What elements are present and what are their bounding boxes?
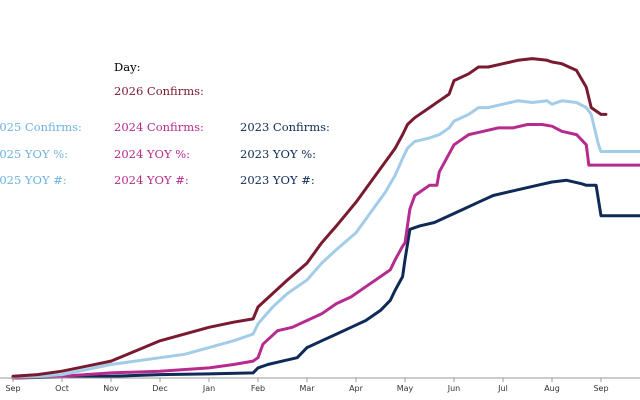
- x-tick-label: Apr: [349, 384, 364, 393]
- x-tick-label: Sep: [593, 384, 608, 393]
- tooltip-2024-yoy-num: 2024 YOY #:: [114, 173, 189, 187]
- tooltip-2026-confirms: 2026 Confirms:: [114, 84, 204, 98]
- tooltip-2023-confirms: 2023 Confirms:: [240, 120, 330, 134]
- tooltip-2023-yoy-num: 2023 YOY #:: [240, 173, 315, 187]
- x-tick-label: Jun: [447, 384, 461, 393]
- x-tick-label: Dec: [152, 384, 167, 393]
- series-line-2026: [11, 57, 608, 378]
- x-tick-label: Nov: [103, 384, 119, 393]
- series-line-2023: [11, 178, 640, 380]
- x-tick-label: Jan: [202, 384, 215, 393]
- tooltip-2025-confirms: 2025 Confirms:: [0, 120, 82, 134]
- x-tick-label: May: [397, 384, 414, 393]
- series-line-2024: [11, 123, 640, 380]
- x-tick-label: Sep: [5, 384, 20, 393]
- tooltip-2023-yoy-pct: 2023 YOY %:: [240, 147, 316, 161]
- tooltip-day-label: Day:: [114, 60, 141, 74]
- tooltip-2024-yoy-pct: 2024 YOY %:: [114, 147, 190, 161]
- x-tick-label: Jul: [497, 384, 508, 393]
- x-tick-label: Feb: [251, 384, 265, 393]
- series-lines: [11, 57, 640, 380]
- x-tick-label: Aug: [544, 384, 560, 393]
- series-line-2025: [11, 99, 640, 379]
- tooltip-2024-confirms: 2024 Confirms:: [114, 120, 204, 134]
- x-axis-ticks: SepOctNovDecJanFebMarAprMayJunJulAugSepO…: [5, 378, 609, 393]
- x-tick-label: Mar: [299, 384, 315, 393]
- tooltip-2025-yoy-num: 2025 YOY #:: [0, 173, 67, 187]
- x-tick-label: Oct: [55, 384, 69, 393]
- tooltip-2025-yoy-pct: 2025 YOY %:: [0, 147, 68, 161]
